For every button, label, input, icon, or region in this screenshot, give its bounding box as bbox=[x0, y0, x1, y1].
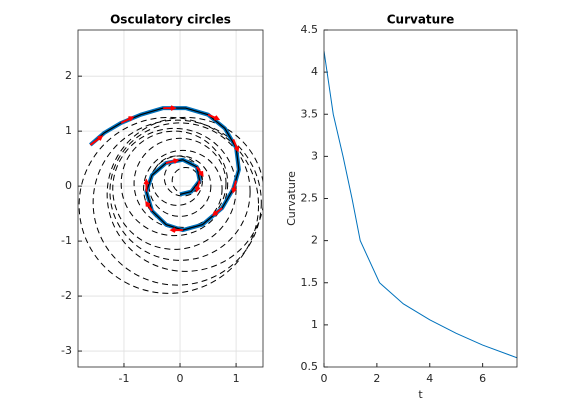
osculating-circle bbox=[143, 149, 223, 228]
y-tick-label: 0.5 bbox=[301, 360, 319, 373]
tangent-arrow bbox=[165, 158, 180, 165]
axes-background bbox=[78, 30, 263, 367]
tangent-arrow bbox=[196, 166, 204, 177]
y-tick-label: 2 bbox=[311, 234, 318, 247]
y-tick-label: 3 bbox=[311, 149, 318, 162]
y-tick-label: 2.5 bbox=[301, 192, 319, 205]
tangent-arrow bbox=[143, 178, 150, 192]
x-tick-label: 1 bbox=[233, 372, 240, 385]
plot-area bbox=[78, 105, 263, 294]
tangent-arrow bbox=[89, 135, 104, 146]
osculating-circle bbox=[109, 122, 251, 261]
x-tick-label: 4 bbox=[426, 372, 433, 385]
tangent-arrow bbox=[231, 180, 238, 194]
y-tick-label: 1 bbox=[65, 124, 72, 137]
osculating-circle bbox=[106, 116, 263, 272]
tangent-arrow bbox=[163, 105, 177, 111]
y-tick-label: 2 bbox=[65, 69, 72, 82]
x-tick-label: 0 bbox=[321, 372, 328, 385]
y-tick-label: 4.5 bbox=[301, 23, 319, 36]
osculating-circle bbox=[120, 130, 229, 237]
osculating-circle bbox=[151, 155, 203, 206]
tangent-arrow bbox=[145, 200, 153, 212]
tangent-arrow bbox=[169, 227, 183, 233]
y-tick-label: 1 bbox=[311, 318, 318, 331]
tangent-arrow bbox=[194, 180, 201, 193]
tangent-arrow bbox=[207, 113, 221, 121]
y-tick-label: -2 bbox=[61, 289, 72, 302]
x-tick-label: -1 bbox=[118, 372, 129, 385]
y-tick-label: -1 bbox=[61, 234, 72, 247]
osculating-circle bbox=[92, 119, 262, 286]
y-tick-label: 1.5 bbox=[301, 276, 319, 289]
curvature-line bbox=[324, 50, 517, 359]
axes-box bbox=[77, 29, 264, 368]
x-tick-label: 6 bbox=[479, 372, 486, 385]
y-tick-label: 4 bbox=[311, 65, 318, 78]
tangent-arrow bbox=[232, 139, 240, 153]
tangent-arrow bbox=[120, 116, 135, 124]
y-axis-label: Curvature bbox=[285, 171, 298, 226]
axes-box bbox=[323, 29, 518, 368]
x-axis-label: t bbox=[418, 388, 423, 401]
osculating-circle bbox=[78, 116, 260, 294]
x-tick-label: 2 bbox=[373, 372, 380, 385]
axes-background bbox=[324, 30, 517, 367]
y-tick-label: 0 bbox=[65, 179, 72, 192]
plot-area bbox=[324, 50, 517, 359]
spiral-centerline bbox=[89, 107, 240, 231]
y-tick-label: 3.5 bbox=[301, 107, 319, 120]
y-tick-label: -3 bbox=[61, 344, 72, 357]
chart-title: Osculatory circles bbox=[110, 13, 231, 27]
x-tick-label: 0 bbox=[177, 372, 184, 385]
chart-title: Curvature bbox=[387, 13, 455, 27]
tangent-arrow bbox=[212, 207, 223, 217]
